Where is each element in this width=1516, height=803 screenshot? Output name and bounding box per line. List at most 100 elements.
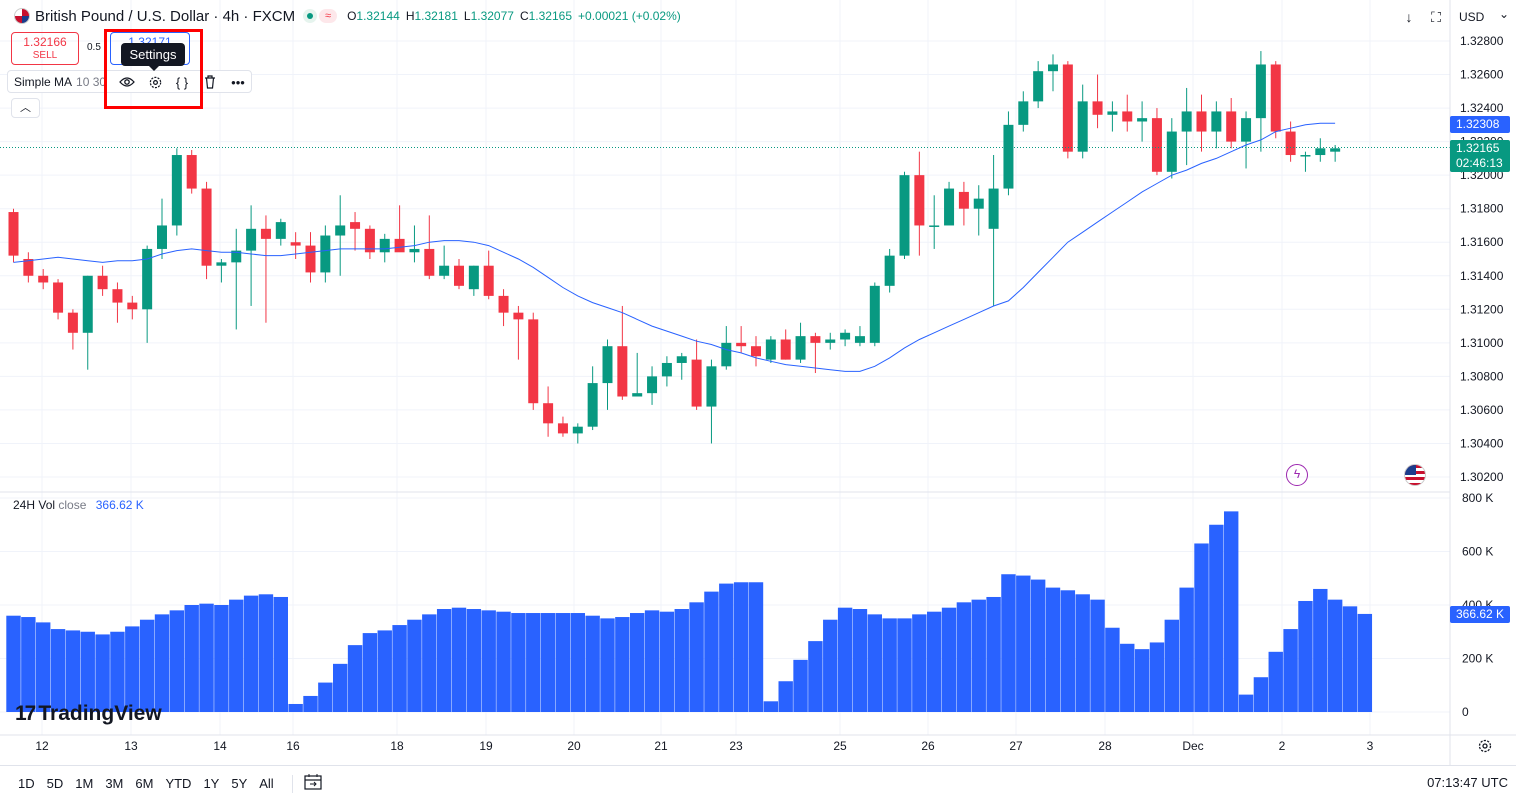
time-axis-settings-gear-icon[interactable] — [1477, 738, 1495, 756]
candle-body[interactable] — [543, 403, 554, 424]
calendar-range-icon[interactable] — [303, 773, 323, 794]
candle-body[interactable] — [171, 155, 182, 226]
candle-body[interactable] — [320, 235, 331, 273]
candle-body[interactable] — [112, 289, 123, 303]
range-button-1m[interactable]: 1M — [75, 776, 94, 791]
candle-body[interactable] — [498, 295, 509, 313]
candle-body[interactable] — [246, 228, 257, 251]
candle-body[interactable] — [840, 332, 851, 340]
market-open-icon[interactable] — [303, 9, 318, 23]
candle-body[interactable] — [1077, 101, 1088, 152]
candle-body[interactable] — [1062, 64, 1073, 152]
candle-body[interactable] — [884, 255, 895, 286]
lightning-event-icon[interactable]: ϟ — [1286, 464, 1308, 486]
candle-body[interactable] — [157, 225, 167, 249]
range-button-ytd[interactable]: YTD — [165, 776, 192, 791]
candle-body[interactable] — [1226, 111, 1237, 142]
range-button-6m[interactable]: 6M — [135, 776, 154, 791]
candle-body[interactable] — [127, 302, 138, 310]
candle-body[interactable] — [1137, 118, 1148, 122]
candle-body[interactable] — [1270, 64, 1281, 132]
candle-body[interactable] — [676, 356, 687, 363]
candle-body[interactable] — [1003, 124, 1014, 189]
collapse-legend-button[interactable]: ︿ — [11, 98, 40, 118]
range-button-3m[interactable]: 3M — [105, 776, 124, 791]
candle-body[interactable] — [186, 155, 197, 189]
candle-body[interactable] — [1255, 64, 1266, 119]
candle-body[interactable] — [632, 393, 643, 397]
candle-body[interactable] — [944, 188, 955, 226]
sell-button[interactable]: 1.32166 SELL — [11, 32, 79, 65]
candle-body[interactable] — [661, 362, 672, 377]
candle-body[interactable] — [958, 191, 969, 209]
candle-body[interactable] — [929, 225, 940, 227]
range-button-5y[interactable]: 5Y — [231, 776, 248, 791]
candle-body[interactable] — [290, 242, 301, 246]
candle-body[interactable] — [1315, 148, 1326, 156]
candle-body[interactable] — [142, 248, 153, 310]
candle-body[interactable] — [23, 259, 34, 276]
tradingview-logo[interactable]: 17 TradingView — [15, 701, 162, 727]
candle-body[interactable] — [854, 336, 865, 343]
candle-body[interactable] — [1241, 118, 1252, 142]
candle-body[interactable] — [1107, 111, 1118, 115]
candle-body[interactable] — [335, 225, 346, 236]
candle-body[interactable] — [1048, 64, 1058, 72]
candle-body[interactable] — [869, 285, 880, 343]
candle-body[interactable] — [260, 228, 271, 239]
candle-body[interactable] — [409, 248, 420, 253]
candle-body[interactable] — [721, 342, 732, 367]
candle-body[interactable] — [67, 312, 78, 333]
candle-body[interactable] — [647, 376, 658, 394]
candle-body[interactable] — [483, 265, 494, 296]
candle-body[interactable] — [751, 346, 761, 357]
candle-body[interactable] — [97, 275, 108, 290]
candle-body[interactable] — [528, 319, 539, 404]
approx-icon[interactable]: ≈ — [319, 9, 338, 23]
trash-icon[interactable] — [199, 72, 221, 92]
candle-body[interactable] — [691, 359, 702, 407]
range-button-1y[interactable]: 1Y — [203, 776, 220, 791]
candle-body[interactable] — [602, 346, 613, 384]
candle-body[interactable] — [350, 222, 361, 229]
candle-body[interactable] — [513, 312, 524, 320]
candle-body[interactable] — [765, 339, 776, 360]
candle-body[interactable] — [231, 250, 242, 263]
candle-body[interactable] — [216, 262, 227, 266]
candle-body[interactable] — [706, 366, 717, 407]
symbol-title[interactable]: British Pound / U.S. Dollar · 4h · FXCM — [35, 7, 296, 25]
candle-body[interactable] — [201, 188, 212, 266]
candle-body[interactable] — [557, 423, 568, 434]
candle-body[interactable] — [795, 336, 806, 360]
candle-body[interactable] — [1151, 118, 1162, 172]
eye-icon[interactable] — [116, 72, 138, 92]
candle-body[interactable] — [1122, 111, 1133, 122]
volume-legend[interactable]: 24H Vol close 366.62 K — [13, 498, 144, 512]
candle-body[interactable] — [38, 275, 49, 283]
settings-gear-icon[interactable] — [144, 72, 166, 92]
candle-body[interactable] — [1092, 101, 1103, 115]
range-button-5d[interactable]: 5D — [46, 776, 64, 791]
candle-body[interactable] — [810, 336, 821, 343]
fullscreen-icon[interactable]: ⛶ — [1431, 9, 1441, 25]
candle-body[interactable] — [899, 175, 910, 256]
candle-body[interactable] — [587, 383, 598, 427]
range-button-1d[interactable]: 1D — [18, 776, 35, 791]
candle-body[interactable] — [1211, 111, 1222, 132]
candle-body[interactable] — [379, 238, 390, 253]
candle-body[interactable] — [780, 339, 791, 360]
utc-clock[interactable]: 07:13:47 UTC — [1427, 775, 1508, 790]
candle-body[interactable] — [736, 342, 747, 347]
candle-body[interactable] — [305, 245, 316, 273]
candle-body[interactable] — [1181, 111, 1192, 132]
candle-body[interactable] — [1033, 71, 1044, 102]
candle-body[interactable] — [275, 222, 286, 239]
candle-body[interactable] — [1330, 148, 1341, 152]
candle-body[interactable] — [454, 265, 464, 286]
candle-body[interactable] — [394, 238, 405, 253]
candle-body[interactable] — [572, 426, 583, 434]
candle-body[interactable] — [53, 282, 64, 313]
candle-body[interactable] — [468, 265, 479, 290]
indicator-name[interactable]: Simple MA — [14, 74, 73, 89]
source-code-icon[interactable]: { } — [175, 74, 189, 90]
